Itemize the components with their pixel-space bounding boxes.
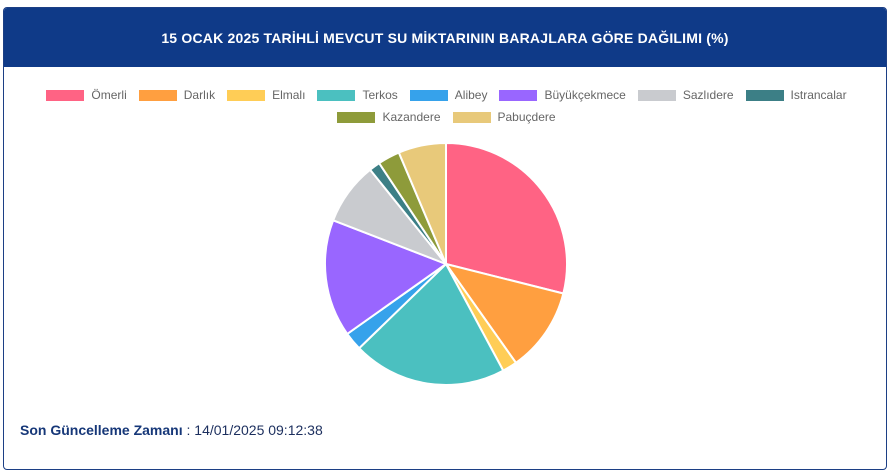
legend-swatch: [499, 89, 538, 101]
legend-label: Sazlıdere: [682, 88, 734, 102]
last-updated-value: 14/01/2025 09:12:38: [194, 422, 323, 438]
legend-label: Ömerli: [91, 88, 127, 102]
legend-item[interactable]: Istrancalar: [745, 88, 847, 102]
legend-swatch: [46, 89, 85, 101]
legend-item[interactable]: Alibey: [409, 88, 488, 102]
legend-swatch: [745, 89, 784, 101]
last-updated-separator: :: [182, 422, 195, 438]
legend-swatch: [337, 111, 376, 123]
pie-slice-ömerli[interactable]: [445, 141, 568, 295]
legend-swatch: [138, 89, 177, 101]
legend-item[interactable]: Darlık: [138, 88, 216, 102]
chart-legend: Ömerli Darlık Elmalı Terkos Alibey Büyükçekme…: [30, 88, 863, 124]
legend-swatch: [227, 89, 266, 101]
legend-label: Büyükçekmece: [544, 88, 626, 102]
legend-label: Pabuçdere: [497, 110, 556, 124]
pie-slice-pabuçdere[interactable]: [397, 141, 447, 265]
legend-label: Terkos: [362, 88, 398, 102]
legend-item[interactable]: Büyükçekmece: [499, 88, 626, 102]
pie-slice-büyükçekmece[interactable]: [324, 218, 449, 336]
legend-item[interactable]: Sazlıdere: [637, 88, 734, 102]
legend-swatch: [637, 89, 676, 101]
legend-item[interactable]: Pabuçdere: [452, 110, 556, 124]
legend-swatch: [409, 89, 448, 101]
chart-title: 15 OCAK 2025 TARİHLİ MEVCUT SU MİKTARINI…: [161, 29, 729, 46]
legend-label: Istrancalar: [790, 88, 847, 102]
legend-label: Elmalı: [272, 88, 306, 102]
chart-card: 15 OCAK 2025 TARİHLİ MEVCUT SU MİKTARINI…: [3, 7, 887, 470]
last-updated-label: Son Güncelleme Zamanı: [20, 422, 183, 438]
legend-label: Darlık: [183, 88, 216, 102]
legend-item[interactable]: Terkos: [317, 88, 398, 102]
legend-item[interactable]: Ömerli: [46, 88, 127, 102]
legend-label: Alibey: [454, 88, 488, 102]
legend-item[interactable]: Kazandere: [337, 110, 441, 124]
last-updated: Son Güncelleme Zamanı : 14/01/2025 09:12…: [20, 422, 323, 438]
legend-label: Kazandere: [382, 110, 441, 124]
pie-slice-terkos[interactable]: [357, 262, 505, 386]
chart-header: 15 OCAK 2025 TARİHLİ MEVCUT SU MİKTARINI…: [4, 8, 886, 67]
legend-swatch: [452, 111, 491, 123]
legend-item[interactable]: Elmalı: [227, 88, 305, 102]
pie-slice-darlık[interactable]: [443, 262, 565, 365]
legend-swatch: [317, 89, 356, 101]
